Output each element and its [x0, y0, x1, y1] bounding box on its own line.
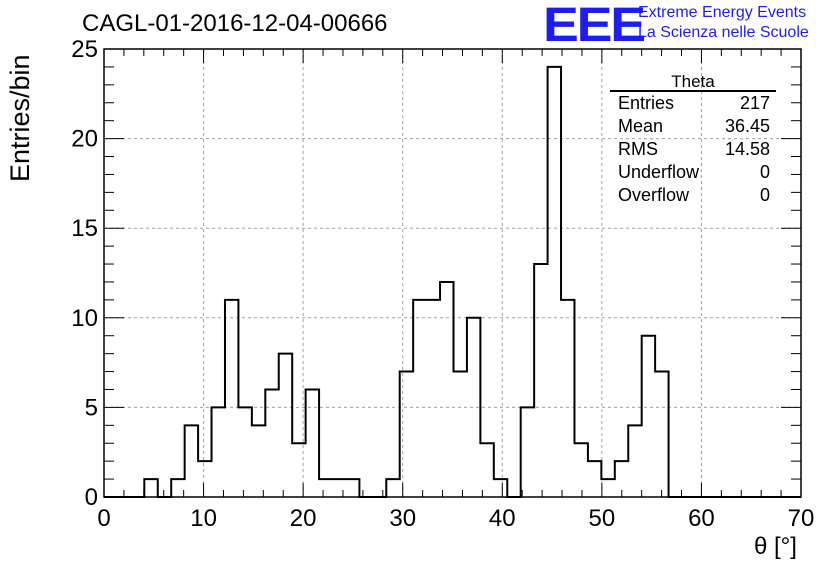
stats-row-underflow: Underflow 0 [618, 162, 770, 184]
x-tick-label: 20 [290, 505, 317, 532]
run-title: CAGL-01-2016-12-04-00666 [82, 10, 388, 37]
stats-label: Mean [618, 116, 664, 136]
x-tick-label: 60 [688, 505, 715, 532]
y-tick-label: 10 [71, 305, 98, 332]
y-tick-label: 25 [71, 36, 98, 63]
x-tick-label: 0 [97, 505, 110, 532]
stats-value: 0 [759, 162, 770, 182]
stats-row-entries: Entries 217 [618, 93, 770, 115]
x-axis-label: θ [°] [754, 533, 797, 560]
x-tick-label: 40 [489, 505, 516, 532]
tick-labels: 0 10 20 30 40 50 60 70 0 5 10 15 20 25 [71, 36, 814, 532]
x-tick-label: 30 [389, 505, 416, 532]
stats-label: Underflow [618, 162, 700, 182]
x-tick-label: 50 [589, 505, 616, 532]
stats-row-rms: RMS 14.58 [618, 139, 770, 161]
stats-row-overflow: Overflow 0 [618, 185, 770, 207]
stats-value: 14.58 [724, 139, 770, 159]
stats-value: 36.45 [724, 116, 770, 136]
stats-label: Overflow [618, 185, 690, 205]
stats-row-mean: Mean 36.45 [618, 116, 770, 138]
y-tick-label: 5 [85, 394, 98, 421]
y-tick-label: 0 [85, 484, 98, 511]
stats-box-title: Theta [671, 72, 715, 91]
y-tick-label: 15 [71, 215, 98, 242]
eee-logo: EEE [543, 0, 646, 52]
stats-box-divider [610, 90, 776, 92]
stats-label: RMS [618, 139, 658, 159]
histogram-outline [104, 65, 801, 498]
logo-text-line2: La Scienza nelle Scuole [638, 24, 809, 41]
stats-label: Entries [618, 93, 675, 113]
y-tick-label: 20 [71, 126, 98, 153]
axis-ticks [103, 48, 802, 498]
x-tick-label: 70 [788, 505, 815, 532]
stats-value: 0 [759, 185, 770, 205]
x-tick-label: 10 [190, 505, 217, 532]
logo-text-line1: Extreme Energy Events [638, 4, 807, 21]
y-axis-label: Entries/bin [5, 54, 35, 182]
plot-frame [103, 48, 802, 498]
stats-value: 217 [739, 93, 770, 113]
